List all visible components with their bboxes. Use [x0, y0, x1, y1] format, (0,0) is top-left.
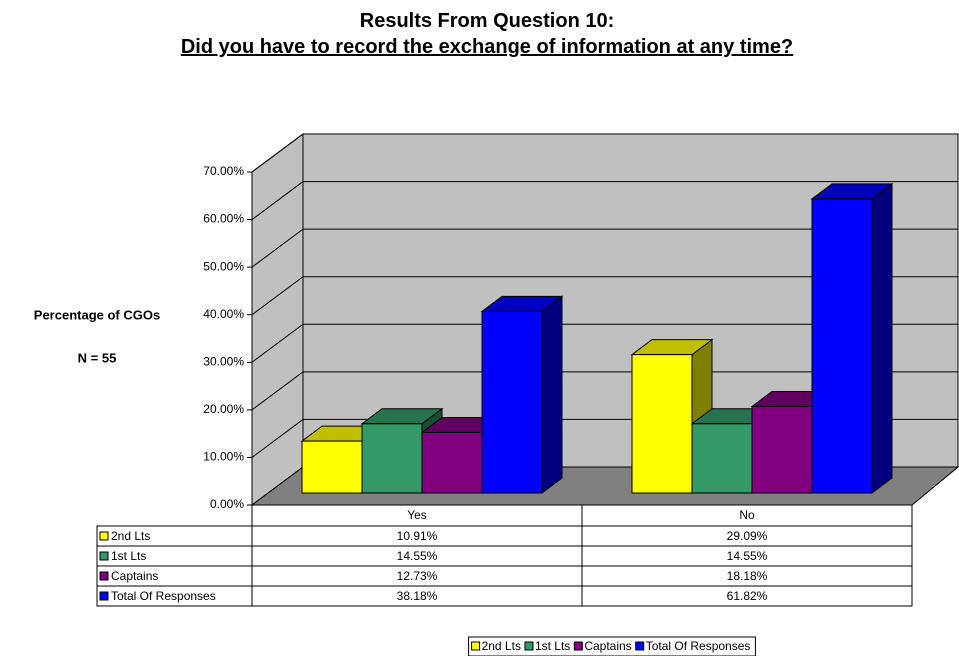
grid-line: [251, 181, 304, 220]
bar: [751, 406, 813, 494]
y-tick-label: 40.00%: [203, 307, 244, 321]
chart-title: Results From Question 10:: [359, 10, 615, 32]
y-tick-label: 60.00%: [203, 212, 244, 226]
grid-line: [251, 228, 304, 268]
grid-line: [251, 371, 304, 411]
y-tick-label: 0.00%: [210, 497, 244, 511]
y-tick-label: 50.00%: [203, 259, 244, 273]
table-cell: 61.82%: [727, 589, 768, 603]
legend-swatch: [99, 571, 109, 581]
legend-label: 1st Lts: [535, 639, 570, 653]
legend-box: [468, 636, 756, 656]
bar: [631, 354, 693, 494]
bar: [481, 310, 543, 494]
x-tick-label: Yes: [407, 508, 427, 522]
x-tick-label: No: [739, 508, 755, 522]
table-row-label: 2nd Lts: [111, 529, 150, 543]
chart-subtitle: Did you have to record the exchange of i…: [180, 36, 794, 58]
legend-swatch: [99, 551, 109, 561]
bar: [301, 440, 363, 494]
y-tick-label: 70.00%: [203, 164, 244, 178]
legend-swatch: [573, 641, 583, 651]
table-cell: 12.73%: [397, 569, 438, 583]
y-tick-label: 10.00%: [203, 450, 244, 464]
annotation: N = 55: [78, 350, 117, 365]
table-cell: 14.55%: [397, 549, 438, 563]
bar: [691, 423, 753, 494]
grid-line: [251, 323, 304, 363]
legend-label: Captains: [584, 639, 631, 653]
bar-side: [871, 182, 893, 494]
legend-swatch: [99, 531, 109, 541]
bar-side: [541, 295, 563, 494]
y-tick-label: 20.00%: [203, 402, 244, 416]
legend-swatch: [99, 591, 109, 601]
bar: [811, 198, 873, 494]
legend-swatch: [471, 641, 481, 651]
table-cell: 38.18%: [397, 589, 438, 603]
legend-swatch: [524, 641, 534, 651]
grid-line: [251, 133, 304, 173]
table-row-label: Captains: [111, 569, 158, 583]
table-cell: 29.09%: [727, 529, 768, 543]
table-cell: 18.18%: [727, 569, 768, 583]
table-row-label: 1st Lts: [111, 549, 146, 563]
bar: [361, 423, 423, 494]
y-tick-label: 30.00%: [203, 354, 244, 368]
table-row-label: Total Of Responses: [111, 589, 216, 603]
table-cell: 14.55%: [727, 549, 768, 563]
table-cell: 10.91%: [397, 529, 438, 543]
legend-swatch: [635, 641, 645, 651]
legend-label: 2nd Lts: [482, 639, 521, 653]
side-wall: [251, 133, 304, 506]
grid-line: [251, 419, 304, 458]
grid-line: [251, 276, 304, 316]
legend-label: Total Of Responses: [646, 639, 751, 653]
y-axis-label: Percentage of CGOs: [34, 307, 160, 322]
bar: [421, 431, 483, 494]
